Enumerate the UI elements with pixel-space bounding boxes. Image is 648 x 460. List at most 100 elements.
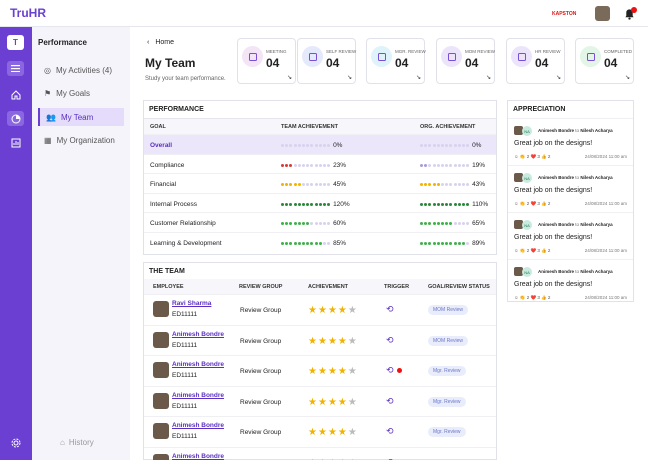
progress-dots — [281, 202, 331, 206]
org-achievement: 43% — [420, 181, 485, 188]
recipient-avatar: NA — [522, 267, 532, 277]
avatar — [514, 126, 523, 135]
arrow-icon: ↘ — [485, 75, 491, 81]
appreciation-title: APPRECIATION — [508, 101, 633, 119]
performance-row[interactable]: Overall 0% 0% — [144, 134, 496, 154]
top-bar: TruHR — [0, 0, 648, 27]
trigger[interactable]: ⟲ — [386, 304, 394, 315]
employee-name-link[interactable]: Ravi Sharma — [172, 300, 212, 307]
appreciation-message: Great job on the designs! — [514, 140, 593, 147]
employee-name-link[interactable]: Animesh Bondre — [172, 391, 225, 399]
app-logo[interactable]: TruHR — [10, 6, 46, 20]
reactions[interactable]: ☺ 👏 2 ❤️ 3 👍 2 — [514, 248, 551, 253]
goal-name: Customer Relationship — [150, 220, 216, 227]
trigger[interactable]: ⟲ — [386, 335, 394, 346]
stat-card-value: 04 — [395, 56, 409, 70]
star-icon: ★ — [347, 366, 358, 377]
performance-row[interactable]: Customer Relationship 60% 65% — [144, 212, 496, 232]
progress-dots — [420, 183, 470, 186]
achievement-stars: ★★★★★ — [308, 458, 358, 460]
stat-card-mgr-review[interactable]: MGR. REVIEW 04 ↘ — [366, 38, 426, 84]
reactions[interactable]: ☺ 👏 2 ❤️ 3 👍 2 — [514, 201, 551, 206]
performance-row[interactable]: Learning & Development 85% 89% — [144, 231, 496, 252]
star-icon: ★ — [347, 396, 358, 408]
org-achievement: 65% — [420, 220, 485, 227]
performance-row[interactable]: Compliance 23% 19% — [144, 153, 496, 174]
reactions[interactable]: ☺ 👏 2 ❤️ 3 👍 2 — [514, 154, 551, 159]
team-achievement: 120% — [281, 201, 350, 208]
sidebar-item-my-activities[interactable]: ◎ My Activities (4) — [44, 65, 112, 75]
stat-card-completed[interactable]: COMPLETED 04 ↘ — [575, 38, 634, 84]
performance-row[interactable]: Financial 45% 43% — [144, 173, 496, 193]
achievement-stars: ★★★★★ — [308, 305, 358, 316]
emoji-icon: ☺ 👏 — [514, 295, 526, 300]
avatar — [514, 267, 523, 276]
menu-icon[interactable] — [7, 61, 24, 76]
achievement-stars: ★★★★★ — [308, 427, 358, 438]
employee-name-link[interactable]: Animesh Bondre — [172, 452, 225, 460]
arrow-icon: ↘ — [346, 75, 352, 81]
performance-row[interactable]: Internal Process 120% 110% — [144, 192, 496, 213]
trigger[interactable]: ⟲ — [386, 426, 394, 437]
stat-card-self-review[interactable]: SELF REVIEW 04 ↘ — [297, 38, 356, 84]
arrow-icon: ↘ — [286, 75, 292, 81]
star-icon: ★ — [308, 427, 318, 438]
self-review-icon — [302, 46, 323, 67]
stat-card-meeting[interactable]: MEETING 04 ↘ — [237, 38, 296, 84]
stat-card-label: MEETING — [266, 49, 287, 54]
user-avatar[interactable] — [595, 6, 610, 21]
check-circle-icon: ◎ — [44, 65, 51, 75]
employee-name-link[interactable]: Animesh Bondre — [172, 422, 225, 429]
trigger-icon: ⟲ — [386, 334, 394, 345]
achievement-stars: ★★★★★ — [308, 336, 358, 347]
performance-icon[interactable] — [7, 111, 24, 126]
status-badge: MOM Review — [428, 335, 469, 346]
phone-icon — [242, 46, 263, 67]
star-icon: ★ — [317, 396, 328, 408]
team-row: Animesh Bondre ED11111 Review Group ★★★★… — [144, 385, 496, 417]
star-icon: ★ — [327, 366, 338, 377]
stat-card-mom-review[interactable]: MOM REVIEW 04 ↘ — [436, 38, 495, 84]
emoji-icon: ☺ 👏 — [514, 248, 526, 253]
stat-card-label: COMPLETED — [604, 49, 633, 54]
reactions[interactable]: ☺ 👏 2 ❤️ 3 👍 2 — [514, 295, 551, 300]
employee-name-link[interactable]: Animesh Bondre — [172, 330, 225, 338]
chevron-left-icon: ‹ — [147, 39, 150, 46]
progress-dots — [420, 163, 470, 167]
settings-icon[interactable] — [7, 435, 24, 450]
star-icon: ★ — [337, 396, 348, 408]
achievement-stars: ★★★★★ — [308, 397, 358, 408]
stat-card-value: 04 — [604, 56, 618, 70]
home-icon[interactable] — [7, 87, 24, 102]
breadcrumb[interactable]: ‹ Home — [147, 39, 175, 46]
stat-card-hr-review[interactable]: HR REVIEW 04 ↘ — [506, 38, 565, 84]
appreciation-item: NA Animesh Bondre to Nilesh Acharya Grea… — [508, 212, 633, 259]
trigger-icon: ⟲ — [386, 304, 394, 314]
trigger[interactable]: ⟲ — [386, 396, 394, 407]
sidebar-item-my-organization[interactable]: ▦ My Organization — [44, 135, 115, 145]
avatar — [514, 220, 523, 229]
team-achievement: 23% — [281, 162, 346, 169]
star-icon: ★ — [317, 366, 328, 377]
building-icon: ▦ — [44, 135, 52, 145]
goal-name: Learning & Development — [150, 239, 222, 247]
employee-name-link[interactable]: Animesh Bondre — [172, 361, 225, 368]
workspace-button[interactable]: T — [7, 35, 24, 50]
goal-name: Compliance — [150, 161, 185, 169]
star-icon: ★ — [337, 305, 348, 316]
status-badge: Mgr. Review — [428, 396, 466, 407]
trigger[interactable]: ⟲ — [386, 457, 394, 460]
sidebar-item-my-team[interactable]: 👥 My Team — [38, 108, 124, 126]
reports-icon[interactable] — [7, 135, 24, 150]
history-link[interactable]: ⌂ History — [60, 438, 94, 447]
brand-logo: KAPSTON — [552, 11, 577, 17]
avatar — [153, 331, 169, 348]
goal-name: Overall — [150, 142, 173, 149]
emoji-icon: ☺ 👏 — [514, 201, 526, 206]
team-achievement: 45% — [281, 181, 346, 188]
arrow-icon: ↘ — [415, 75, 421, 81]
star-icon: ★ — [337, 335, 348, 347]
sidebar-item-my-goals[interactable]: ⚑ My Goals — [44, 88, 90, 98]
appreciation-item: NA Animesh Bondre to Nilesh Acharya Grea… — [508, 118, 633, 165]
trigger[interactable]: ⟲ — [386, 365, 402, 376]
